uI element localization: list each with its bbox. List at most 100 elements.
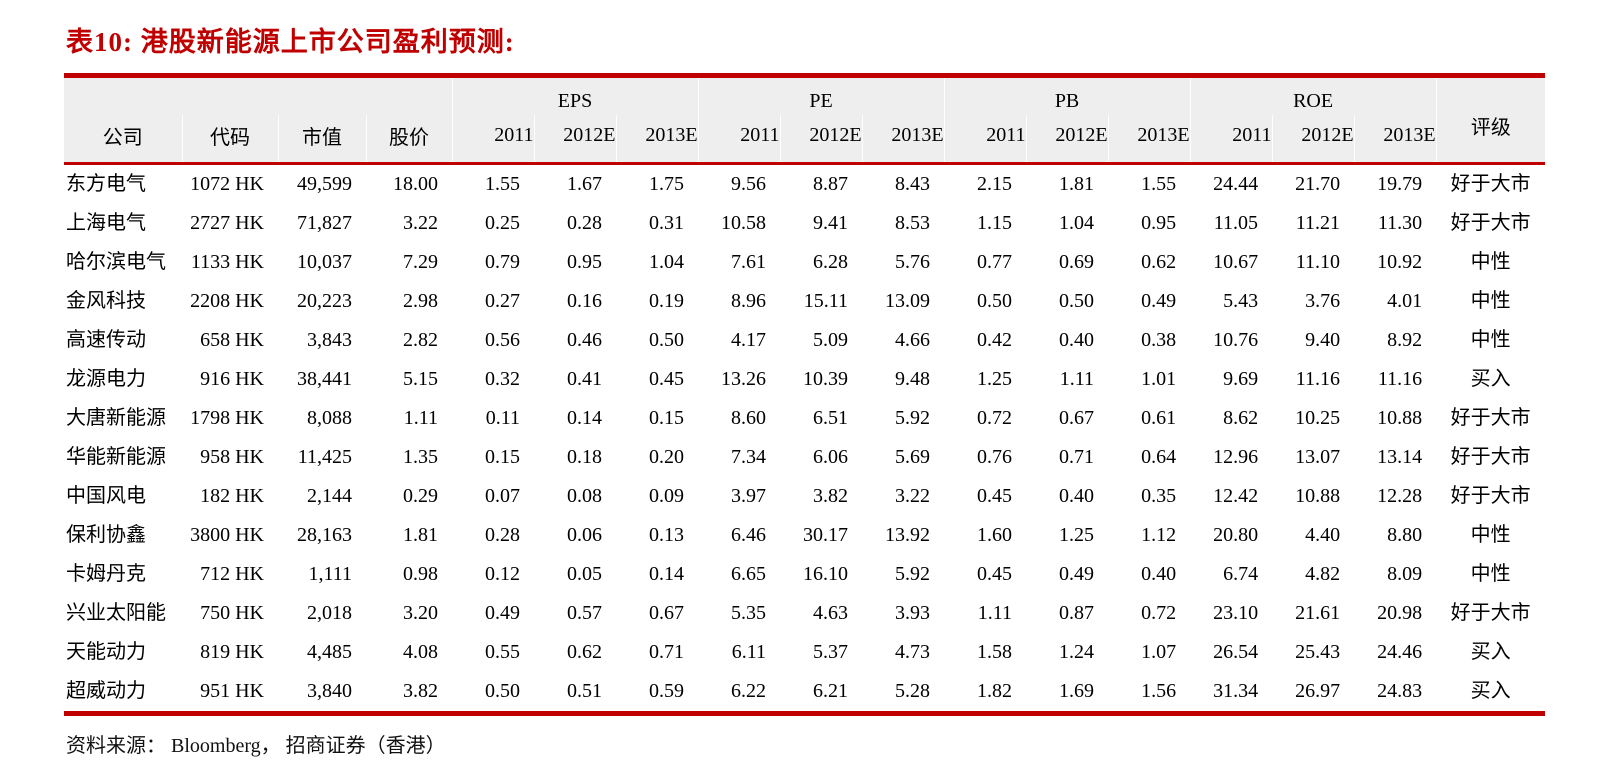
cell-roe: 11.16 [1377,368,1423,390]
cell-eps: 0.51 [567,680,602,702]
cell-roe: 11.16 [1295,368,1341,390]
cell-roe: 4.40 [1305,524,1341,546]
cell-code: 712 HK [200,563,264,585]
cell-roe: 10.76 [1213,329,1259,351]
cell-mktcap: 11,425 [297,446,352,468]
cell-pe: 6.28 [813,251,849,273]
col-header-code: 代码 [181,115,278,165]
cell-rating: 买入 [1470,368,1511,390]
cell-roe: 8.80 [1387,524,1423,546]
cell-pe: 6.21 [813,680,849,702]
cell-code: 182 HK [200,485,264,507]
table-row: 兴业太阳能 750 HK 2,018 3.20 0.49 0.57 0.67 5.35 4.63… [64,594,1545,633]
cell-mktcap: 8,088 [307,407,352,429]
cell-roe: 11.30 [1377,212,1423,234]
cell-eps: 0.07 [485,485,520,507]
table-row: 大唐新能源 1798 HK 8,088 1.11 0.11 0.14 0.15 8.60 6.5… [64,399,1545,438]
cell-eps: 0.67 [649,602,685,624]
cell-rating: 好于大市 [1450,485,1531,507]
cell-roe: 25.43 [1295,641,1341,663]
cell-eps: 0.15 [485,446,520,468]
cell-roe: 11.10 [1295,251,1341,273]
cell-roe: 4.82 [1305,563,1341,585]
cell-eps: 0.57 [567,602,602,624]
cell-roe: 6.74 [1223,563,1259,585]
cell-pb: 0.61 [1141,407,1177,429]
cell-rating: 好于大市 [1450,407,1531,429]
cell-pb: 1.25 [1059,524,1095,546]
cell-rating: 中性 [1470,290,1511,312]
cell-roe: 24.83 [1377,680,1423,702]
cell-pe: 6.46 [731,524,767,546]
col-header-pb-2013e: 2013E [1107,115,1191,165]
cell-roe: 13.14 [1377,446,1423,468]
cell-company: 高速传动 [66,329,146,351]
group-header-pb: PB [943,75,1191,115]
cell-pb: 0.45 [977,485,1013,507]
cell-eps: 0.95 [567,251,602,273]
cell-pe: 3.93 [895,602,931,624]
cell-pb: 1.11 [1059,368,1095,390]
cell-rating: 中性 [1470,251,1511,273]
cell-pb: 0.40 [1059,485,1095,507]
group-header-pe: PE [697,75,945,115]
cell-roe: 8.92 [1387,329,1423,351]
source-note: 资料来源： Bloomberg， 招商证券（香港） [66,735,446,757]
cell-mktcap: 2,018 [307,602,352,624]
col-header-eps-2013e: 2013E [615,115,699,165]
cell-pb: 0.45 [977,563,1013,585]
cell-pb: 1.24 [1059,641,1095,663]
cell-pb: 0.95 [1141,212,1177,234]
cell-pe: 7.61 [731,251,767,273]
cell-price: 2.98 [403,290,438,312]
cell-price: 0.98 [403,563,438,585]
cell-company: 超威动力 [66,680,146,702]
cell-pe: 5.09 [813,329,849,351]
cell-mktcap: 28,163 [297,524,352,546]
cell-roe: 21.70 [1295,173,1341,195]
cell-rating: 好于大市 [1450,173,1531,195]
cell-eps: 0.46 [567,329,602,351]
group-header-eps: EPS [451,75,699,115]
cell-roe: 12.96 [1213,446,1259,468]
cell-roe: 20.98 [1377,602,1423,624]
cell-eps: 0.41 [567,368,602,390]
cell-mktcap: 71,827 [297,212,352,234]
cell-eps: 0.27 [485,290,520,312]
cell-pe: 5.69 [895,446,931,468]
table-row: 上海电气 2727 HK 71,827 3.22 0.25 0.28 0.31 10.58 9.… [64,204,1545,243]
col-header-price: 股价 [365,115,452,165]
cell-eps: 0.28 [485,524,520,546]
cell-pe: 7.34 [731,446,767,468]
cell-roe: 3.76 [1305,290,1341,312]
cell-roe: 12.42 [1213,485,1259,507]
cell-pe: 3.82 [813,485,849,507]
cell-pe: 9.56 [731,173,767,195]
cell-roe: 19.79 [1377,173,1423,195]
cell-rating: 买入 [1470,641,1511,663]
cell-pe: 13.26 [721,368,767,390]
cell-eps: 0.50 [485,680,520,702]
cell-mktcap: 4,485 [307,641,352,663]
cell-pe: 4.73 [895,641,931,663]
cell-pe: 5.92 [895,563,931,585]
cell-roe: 5.43 [1223,290,1259,312]
cell-roe: 8.62 [1223,407,1259,429]
cell-eps: 0.05 [567,563,602,585]
cell-eps: 0.19 [649,290,685,312]
cell-company: 兴业太阳能 [66,602,166,624]
cell-eps: 0.32 [485,368,520,390]
cell-company: 天能动力 [66,641,146,663]
cell-roe: 31.34 [1213,680,1259,702]
cell-pe: 5.37 [813,641,849,663]
col-header-pe-2012e: 2012E [779,115,863,165]
cell-roe: 24.46 [1377,641,1423,663]
cell-company: 东方电气 [66,173,146,195]
group-header-spacer [64,76,452,116]
cell-eps: 1.04 [649,251,685,273]
col-header-eps-2011: 2011 [451,115,534,165]
cell-pb: 0.35 [1141,485,1177,507]
col-header-rating: 评级 [1435,75,1546,165]
cell-pb: 1.82 [977,680,1013,702]
cell-code: 1798 HK [190,407,264,429]
